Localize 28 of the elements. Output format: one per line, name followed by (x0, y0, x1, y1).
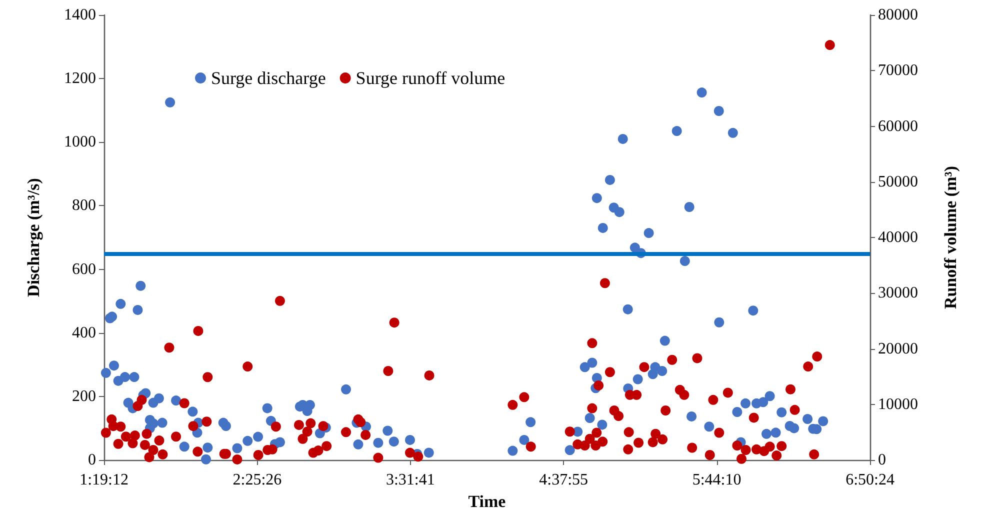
y-tick-label: 1400 (64, 6, 96, 24)
y-tick-label: 1000 (64, 134, 96, 151)
x-tick-label: 4:37:55 (539, 472, 588, 488)
y2-tick-label: 20000 (878, 340, 918, 358)
y-axis-title: Discharge (m³/s) (24, 178, 43, 297)
legend-label: Surge runoff volume (356, 68, 506, 88)
y2-tick-label: 0 (878, 452, 886, 468)
y-tick-label: 400 (72, 324, 96, 342)
x-tick-label: 3:31:41 (386, 472, 435, 488)
x-tick-label: 6:50:24 (846, 472, 894, 488)
y2-axis-title: Runoff volume (m³) (941, 166, 960, 309)
y-tick-label: 200 (72, 388, 96, 405)
x-tick-label: 2:25:26 (232, 472, 282, 488)
y2-tick-label: 30000 (878, 284, 918, 302)
y-tick-label: 800 (72, 197, 96, 214)
y-tick-label: 600 (72, 260, 96, 278)
y-tick-label: 1200 (64, 70, 96, 88)
y2-tick-label: 50000 (878, 173, 918, 190)
y2-tick-label: 80000 (878, 6, 918, 24)
y-tick-label: 0 (88, 452, 96, 468)
x-tick-label: 5:44:10 (692, 472, 742, 488)
x-tick-label: 1:19:12 (80, 472, 128, 488)
y2-tick-label: 60000 (878, 118, 918, 135)
y2-tick-label: 70000 (878, 62, 918, 80)
x-axis-title: Time (468, 492, 506, 511)
legend-label: Surge discharge (211, 68, 326, 88)
y2-tick-label: 10000 (878, 396, 918, 413)
y2-tick-label: 40000 (878, 229, 918, 246)
